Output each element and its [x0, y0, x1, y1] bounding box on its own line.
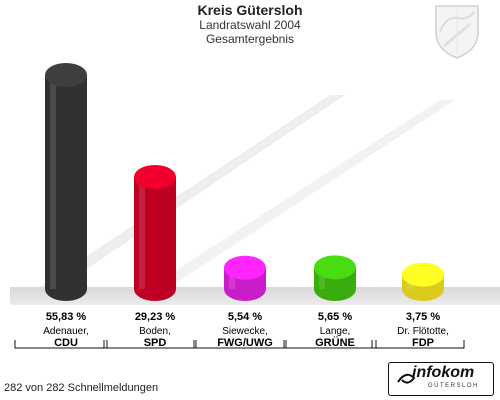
party-label-fwg-uwg: FWG/UWG: [217, 337, 273, 349]
value-label-fwg-uwg: 5,54 %: [228, 311, 262, 323]
bar-cdu: [45, 62, 87, 301]
bar-body-spd: [134, 176, 176, 301]
candidate-label-gr-ne: Lange,: [320, 326, 351, 337]
bar-body-cdu: [45, 74, 87, 301]
logo-swirl-icon: [397, 373, 416, 384]
bar-fwg-uwg: [224, 255, 266, 301]
bar-spd: [134, 164, 176, 301]
value-label-gr-ne: 5,65 %: [318, 311, 352, 323]
logo-subtext: GÜTERSLOH: [428, 383, 479, 389]
label-bracket-fwg-uwg: [193, 340, 287, 349]
bar-top-gr-ne: [314, 255, 356, 280]
bar-highlight-cdu: [50, 74, 56, 289]
bar-highlight-gr-ne: [319, 267, 325, 289]
label-bracket-spd: [103, 340, 197, 349]
bar-top-cdu: [45, 62, 87, 87]
logo-text: infokom: [412, 364, 475, 381]
chart-backdrop: [10, 95, 500, 305]
bar-highlight-fwg-uwg: [229, 267, 235, 289]
candidate-label-cdu: Adenauer,: [43, 326, 89, 337]
value-label-fdp: 3,75 %: [406, 311, 440, 323]
chart-subtitle-2: Gesamtergebnis: [205, 32, 295, 46]
party-label-fdp: FDP: [412, 337, 434, 349]
bar-highlight-spd: [139, 176, 145, 289]
coat-of-arms-icon: [435, 5, 479, 59]
bar-top-fdp: [402, 262, 444, 287]
logo-frame: [388, 362, 494, 396]
party-label-gr-ne: GRÜNE: [315, 336, 355, 349]
report-status: 282 von 282 Schnellmeldungen: [4, 382, 159, 394]
candidate-label-fdp: Dr. Flötotte,: [397, 326, 449, 337]
label-bracket-cdu: [14, 340, 108, 349]
bar-top-spd: [134, 164, 176, 189]
bar-top-fwg-uwg: [224, 255, 266, 280]
value-label-spd: 29,23 %: [135, 311, 176, 323]
value-label-cdu: 55,83 %: [46, 311, 87, 323]
bar-fdp: [402, 262, 444, 301]
party-label-cdu: CDU: [54, 337, 78, 349]
chart-header: Kreis Gütersloh Landratswahl 2004 Gesamt…: [0, 2, 500, 46]
label-bracket-gr-ne: [283, 340, 377, 349]
label-bracket-fdp: [371, 340, 465, 349]
infokom-logo: infokom GÜTERSLOH: [388, 356, 496, 396]
chart-subtitle: Landratswahl 2004: [199, 18, 301, 32]
party-label-spd: SPD: [144, 337, 167, 349]
bar-gr-ne: [314, 255, 356, 301]
candidate-label-fwg-uwg: Siewecke,: [222, 326, 268, 337]
candidate-label-spd: Boden,: [139, 326, 171, 337]
chart-title: Kreis Gütersloh: [197, 2, 303, 18]
